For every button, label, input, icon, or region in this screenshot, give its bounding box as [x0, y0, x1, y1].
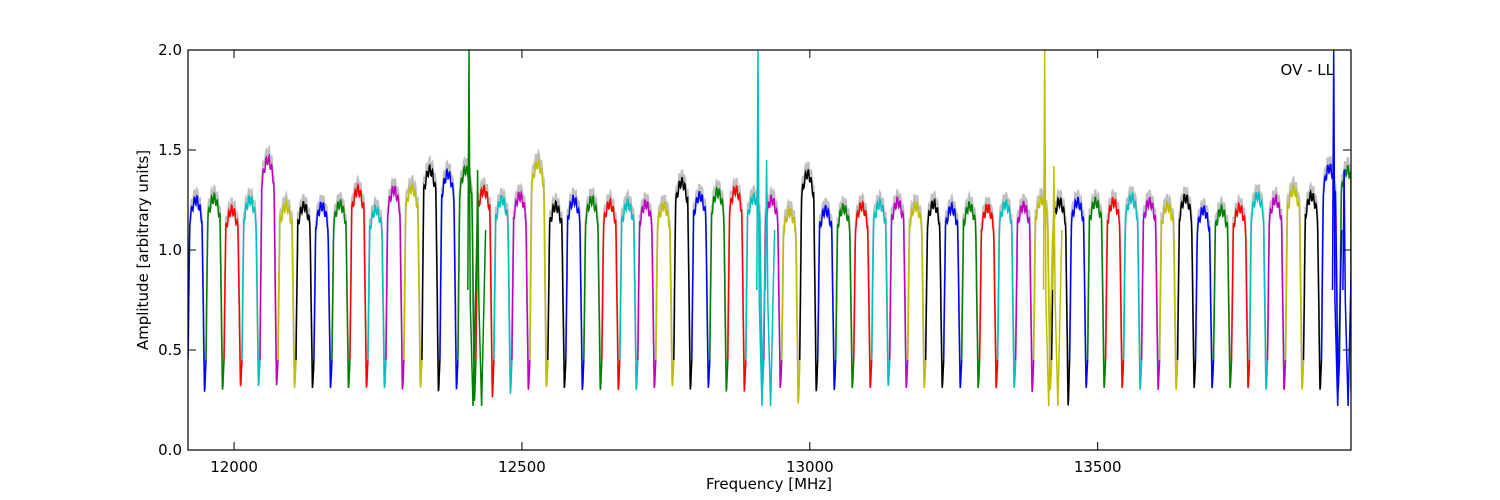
- spike-line: [1051, 165, 1063, 407]
- x-tick-label: 12500: [498, 458, 546, 476]
- series-line: [978, 203, 999, 389]
- x-tick-label: 13000: [786, 458, 834, 476]
- series-line: [565, 194, 585, 390]
- series-line: [745, 192, 765, 390]
- spike-line: [475, 169, 487, 407]
- series-line: [367, 203, 387, 389]
- series-line: [1032, 195, 1053, 390]
- series-line: [673, 176, 693, 390]
- series-line: [1266, 192, 1287, 390]
- series-line: [223, 204, 243, 387]
- series-line: [1248, 191, 1269, 390]
- series-line: [331, 199, 351, 389]
- series-line: [1014, 200, 1035, 392]
- series-line: [655, 201, 675, 387]
- series-line: [493, 194, 513, 394]
- series-line: [888, 195, 909, 389]
- series-line: [277, 198, 297, 389]
- series-line: [349, 182, 369, 388]
- series-line: [313, 201, 333, 389]
- series-line: [1176, 193, 1197, 388]
- spike-line: [1042, 50, 1054, 407]
- chart-annotation: OV - LL: [1281, 61, 1335, 79]
- series-line: [906, 200, 927, 389]
- series-line: [601, 196, 621, 390]
- series-line: [1230, 201, 1251, 389]
- series-line: [780, 206, 801, 404]
- y-tick-label: 0.5: [158, 341, 182, 359]
- series-line: [727, 185, 747, 392]
- series-line: [188, 194, 207, 392]
- y-axis-ticks: 0.0 0.5 1.0 1.5 2.0: [158, 41, 1351, 459]
- series-line: [960, 200, 981, 389]
- series-line: [798, 169, 819, 392]
- series-line: [421, 163, 441, 392]
- series-line: [241, 195, 261, 387]
- series-line: [295, 201, 315, 389]
- series-line: [637, 199, 657, 389]
- series-line: [1284, 182, 1305, 390]
- y-tick-label: 2.0: [158, 41, 182, 59]
- spike-trace-group: [467, 50, 1351, 407]
- x-tick-label: 13500: [1074, 458, 1122, 476]
- series-line: [439, 167, 459, 390]
- y-tick-label: 0.0: [158, 441, 182, 459]
- series-line: [1194, 205, 1215, 389]
- spike-line: [756, 50, 767, 407]
- series-trace-group: [188, 153, 1351, 406]
- series-line: [834, 203, 855, 389]
- series-line: [529, 156, 549, 388]
- series-line: [942, 200, 963, 389]
- series-line: [852, 199, 873, 389]
- background-trace: [1338, 157, 1351, 388]
- series-line: [1302, 188, 1323, 390]
- series-line: [1140, 196, 1161, 390]
- series-line: [619, 196, 639, 390]
- x-axis-label: Frequency [MHz]: [706, 475, 832, 493]
- y-axis-label: Amplitude [arbitrary units]: [134, 150, 152, 350]
- series-line: [1158, 200, 1179, 391]
- series-line: [1068, 196, 1089, 389]
- series-line: [1212, 203, 1233, 389]
- x-tick-label: 12000: [210, 458, 258, 476]
- series-line: [1086, 196, 1107, 389]
- series-line: [1320, 163, 1341, 390]
- series-line: [691, 190, 711, 388]
- y-tick-label: 1.5: [158, 141, 182, 159]
- series-line: [583, 194, 603, 390]
- y-tick-label: 1.0: [158, 241, 182, 259]
- series-line: [1104, 196, 1125, 389]
- series-line: [403, 182, 423, 388]
- series-line: [870, 196, 891, 387]
- series-line: [511, 190, 531, 390]
- spike-line: [1342, 169, 1351, 407]
- series-line: [205, 191, 225, 390]
- x-axis-ticks: 12000 12500 13000 13500: [210, 50, 1122, 476]
- series-line: [475, 184, 495, 398]
- series-line: [996, 199, 1017, 389]
- spike-line: [467, 50, 478, 407]
- series-line: [1122, 190, 1143, 390]
- series-line: [709, 185, 729, 392]
- series-line: [259, 153, 279, 386]
- series-line: [1338, 164, 1351, 392]
- series-line: [385, 185, 405, 390]
- series-line: [816, 204, 837, 391]
- series-line: [924, 197, 945, 389]
- spike-line: [1331, 50, 1343, 407]
- spike-line: [764, 159, 776, 407]
- series-line: [547, 199, 567, 389]
- series-line: [457, 164, 477, 401]
